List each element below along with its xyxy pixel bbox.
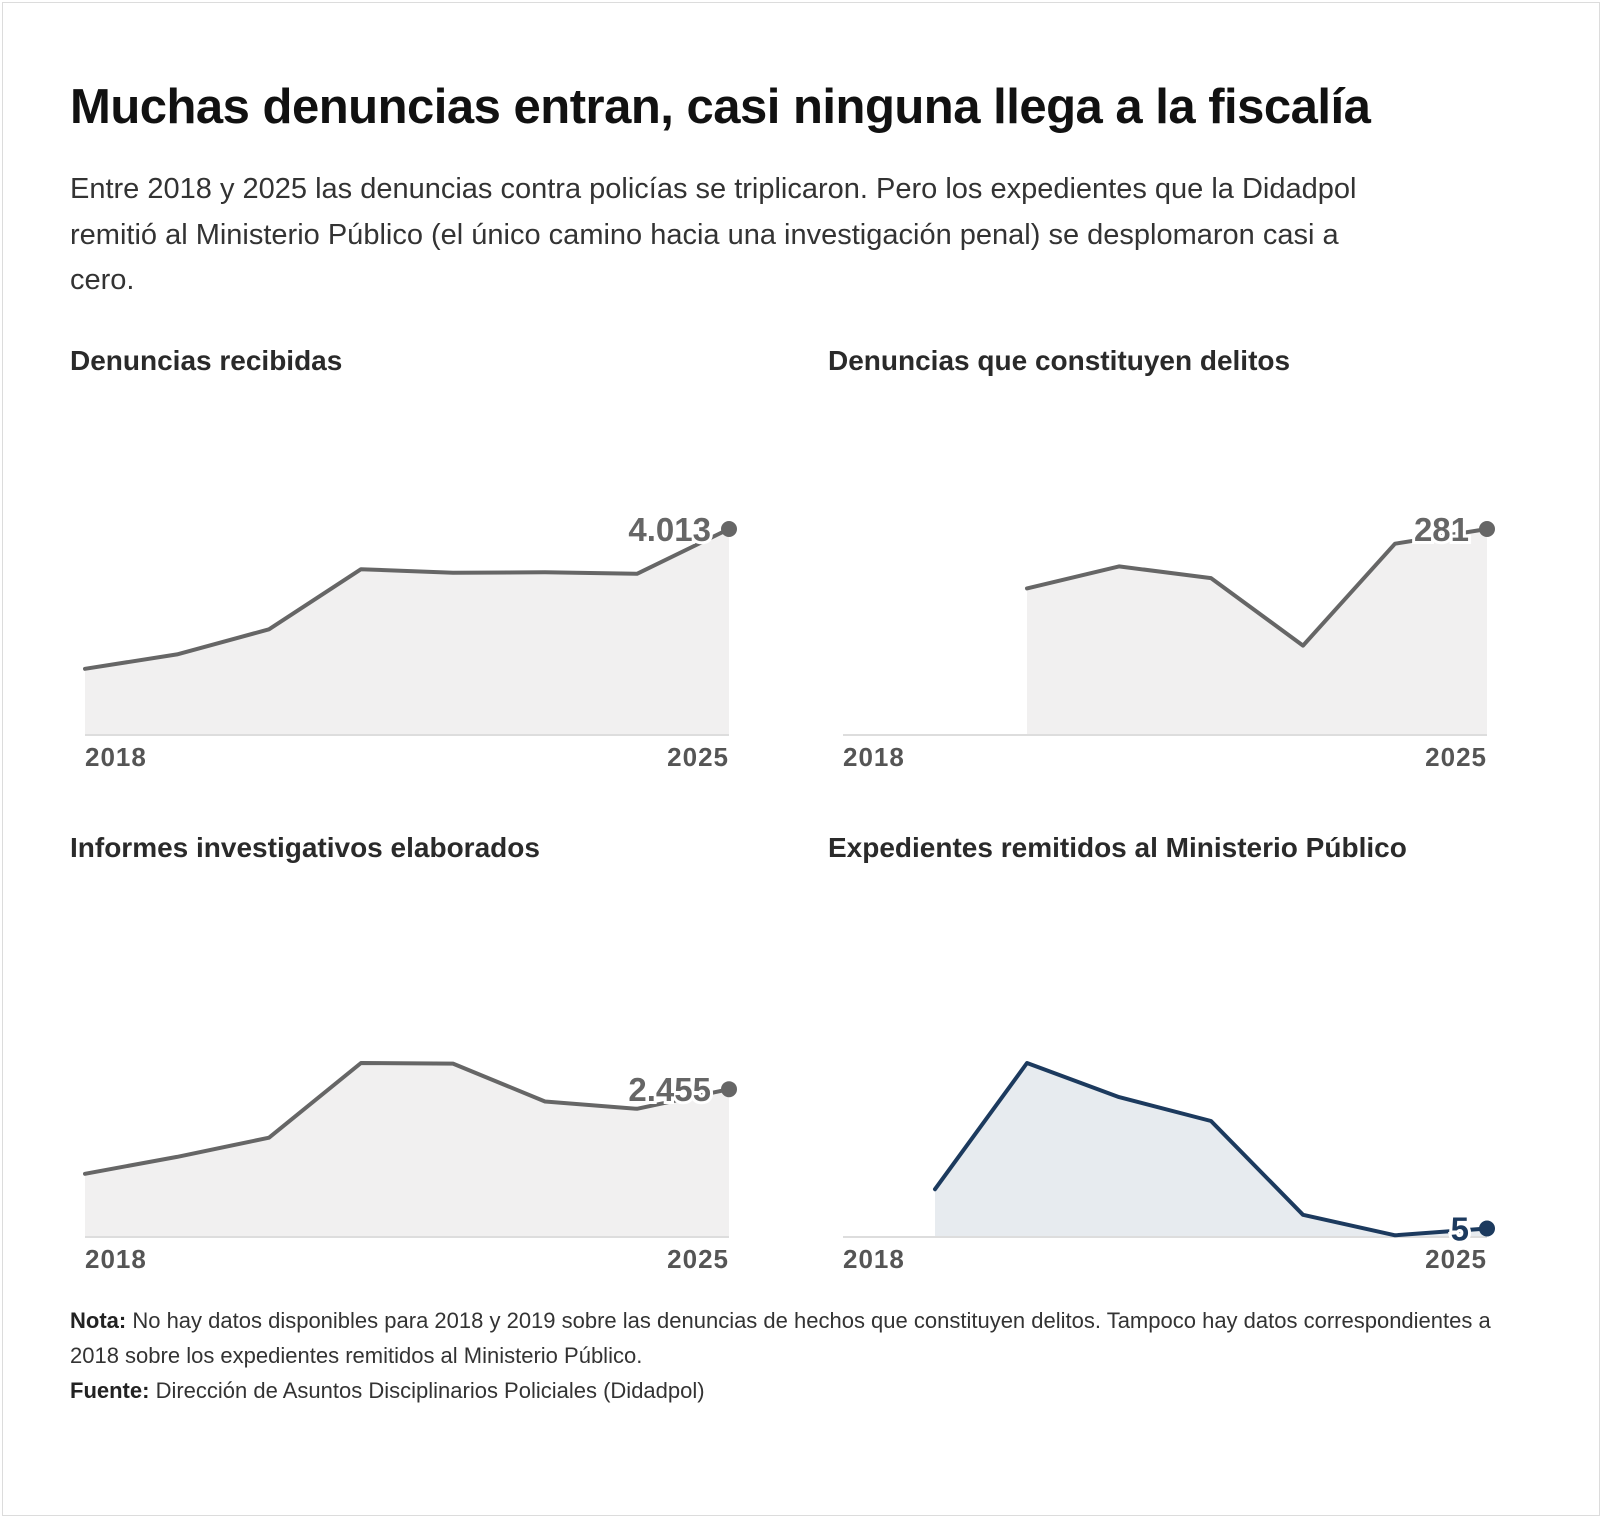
panel-title-informes-investigativos: Informes investigativos elaborados [70, 832, 540, 863]
page-subtitle: Entre 2018 y 2025 las denuncias contra p… [70, 173, 1357, 296]
area-fill [935, 1063, 1487, 1237]
panel-title-denuncias-delitos: Denuncias que constituyen delitos [828, 345, 1291, 376]
source-text: Dirección de Asuntos Disciplinarios Poli… [149, 1378, 705, 1403]
end-value-label: 2.455 [628, 1071, 711, 1108]
series-line [83, 527, 731, 671]
panel-title-denuncias-recibidas: Denuncias recibidas [70, 345, 343, 376]
x-tick-label-start: 2018 [843, 742, 905, 772]
chart-denuncias-recibidas: 4.013 2018 2025 [83, 508, 737, 772]
end-value-label: 281 [1414, 511, 1469, 548]
end-value-label: 5 [1451, 1210, 1469, 1247]
area-fill [85, 1063, 729, 1237]
x-tick-label-end: 2025 [667, 1244, 729, 1274]
note-line: Nota: No hay datos disponibles para 2018… [70, 1303, 1510, 1373]
x-tick-label-end: 2025 [1425, 1244, 1487, 1274]
note-label: Nota: [70, 1308, 127, 1333]
end-point [1479, 521, 1495, 537]
x-tick-label-start: 2018 [85, 1244, 147, 1274]
series-line [933, 1061, 1489, 1238]
chart-informes-investigativos: 2.455 2018 2025 [83, 1061, 737, 1274]
x-tick-label-end: 2025 [667, 742, 729, 772]
end-value-label: 4.013 [628, 511, 711, 548]
end-point [721, 1081, 737, 1098]
x-tick-label-end: 2025 [1425, 742, 1487, 772]
page-title: Muchas denuncias entran, casi ninguna ll… [70, 80, 1371, 134]
series-line [1025, 527, 1489, 648]
chart-denuncias-delitos: 281 2018 2025 [843, 508, 1495, 772]
footnote: Nota: No hay datos disponibles para 2018… [70, 1303, 1510, 1408]
note-text: No hay datos disponibles para 2018 y 201… [70, 1308, 1491, 1368]
x-tick-label-start: 2018 [843, 1244, 905, 1274]
panel-title-expedientes-remitidos: Expedientes remitidos al Ministerio Públ… [828, 832, 1407, 863]
source-label: Fuente: [70, 1378, 150, 1403]
series-line [83, 1061, 731, 1176]
x-tick-label-start: 2018 [85, 742, 147, 772]
area-fill [1027, 529, 1487, 735]
chart-expedientes-remitidos: 5 2018 2025 [843, 1061, 1495, 1274]
end-point [1479, 1220, 1495, 1237]
source-line: Fuente: Dirección de Asuntos Disciplinar… [70, 1373, 1510, 1408]
end-point [721, 521, 737, 537]
area-fill [85, 529, 729, 735]
